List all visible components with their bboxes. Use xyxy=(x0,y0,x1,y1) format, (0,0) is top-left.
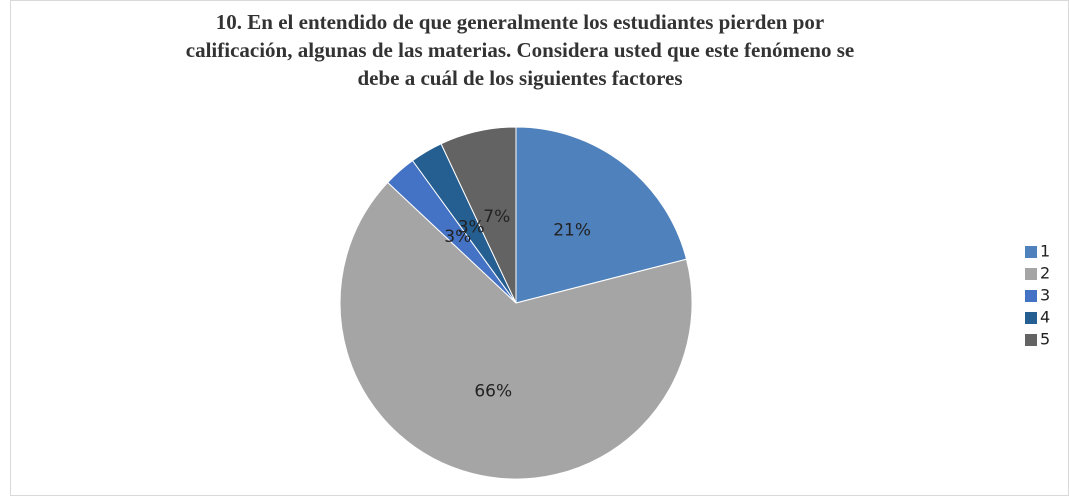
legend-label: 2 xyxy=(1040,264,1050,283)
data-label: 7% xyxy=(483,207,510,227)
data-label: 66% xyxy=(474,382,512,402)
legend-label: 4 xyxy=(1040,308,1050,327)
legend-swatch xyxy=(1025,312,1037,324)
legend-swatch xyxy=(1025,268,1037,280)
pie-slice xyxy=(339,181,693,480)
data-label: 21% xyxy=(553,221,591,241)
legend-swatch xyxy=(1025,290,1037,302)
data-label: 3% xyxy=(444,227,471,247)
chart-title: 10. En el entendido de que generalmente … xyxy=(185,10,855,90)
data-label: 3% xyxy=(458,217,485,237)
legend-label: 1 xyxy=(1040,242,1050,261)
legend-label: 5 xyxy=(1040,330,1050,349)
pie-slice xyxy=(440,126,517,304)
pie-slice xyxy=(515,126,688,304)
legend-swatch xyxy=(1025,246,1037,258)
legend-label: 3 xyxy=(1040,286,1050,305)
legend-swatch xyxy=(1025,334,1037,346)
